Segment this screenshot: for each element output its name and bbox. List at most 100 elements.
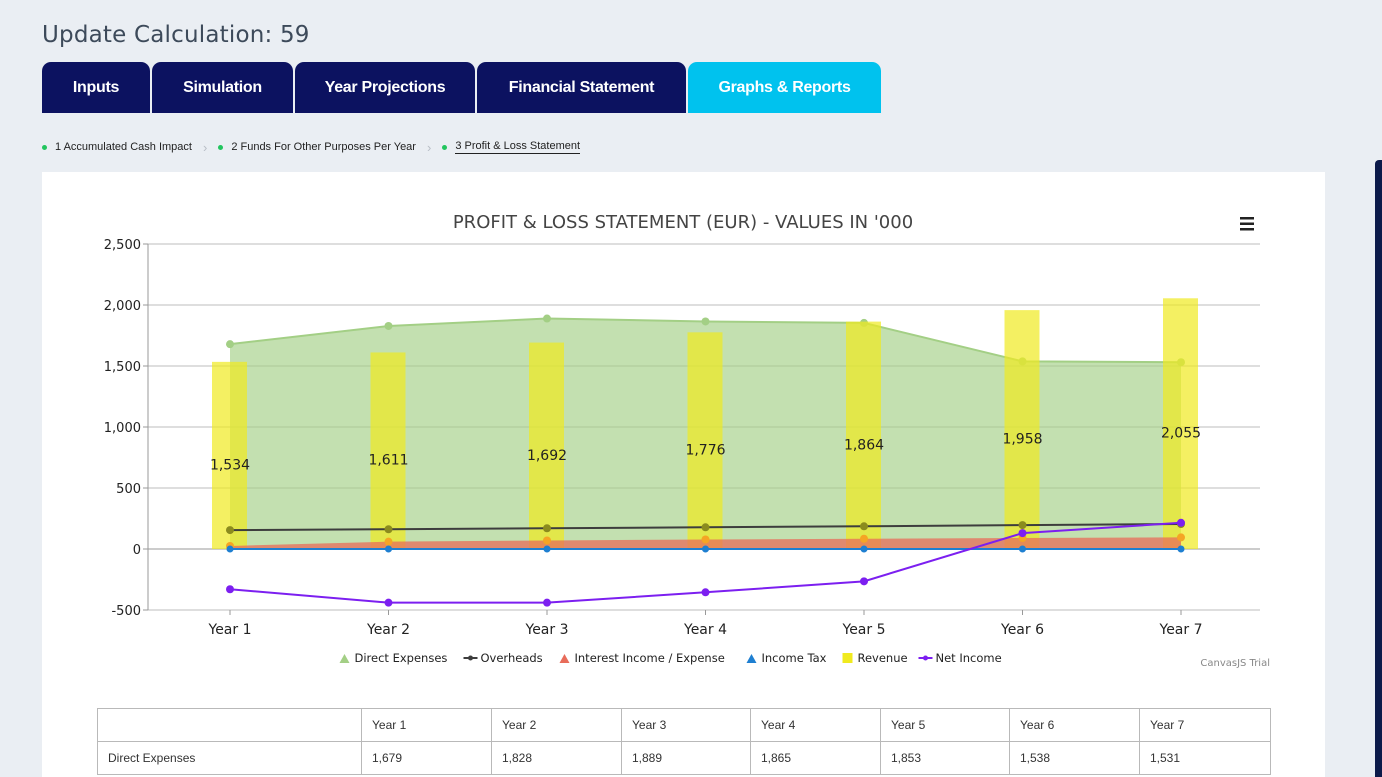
breadcrumb-accumulated-cash-impact[interactable]: 1 Accumulated Cash Impact [42, 138, 192, 156]
net-income-point [1018, 529, 1027, 538]
interest-point [860, 534, 868, 543]
legend-label-direct-expenses: Direct Expenses [355, 651, 448, 665]
table-cell: 1,889 [621, 741, 751, 775]
status-dot-icon [218, 144, 224, 150]
table-row: Direct Expenses 1,679 1,828 1,889 1,865 … [97, 741, 1271, 775]
revenue-data-label: 1,864 [844, 437, 884, 453]
tab-simulation[interactable]: Simulation [152, 62, 293, 113]
status-dot-icon [42, 144, 47, 150]
income-tax-point [543, 545, 551, 553]
net-income-point [1177, 518, 1185, 527]
overheads-point [384, 525, 393, 534]
revenue-data-label: 1,692 [527, 448, 567, 464]
y-tick-label: 1,500 [104, 360, 141, 375]
x-tick-label: Year 2 [366, 622, 410, 638]
net-income-point [860, 577, 868, 586]
chart-lines [226, 518, 1185, 607]
income-tax-point [226, 545, 234, 553]
chart-panel: 1,534 1,611 1,692 1,776 1,864 1,958 2,055 -500… [42, 172, 1325, 777]
overheads-point [226, 526, 234, 535]
chart-axes: -500 0 500 1,000 1,500 2,000 2,500 Year 1 Year 2… [104, 238, 1203, 638]
interest-point [701, 535, 710, 544]
revenue-bar [687, 332, 723, 549]
direct-expenses-point [543, 314, 551, 323]
net-income-point [543, 598, 551, 607]
interest-point [1177, 533, 1185, 542]
overheads-point [701, 523, 710, 532]
table-header-cell: Year 1 [361, 708, 492, 742]
overheads-point [543, 524, 551, 533]
revenue-data-label: 1,611 [368, 453, 408, 469]
legend-label-income-tax: Income Tax [762, 651, 827, 665]
hamburger-menu-icon[interactable] [1240, 217, 1254, 231]
table-cell: 1,538 [1009, 741, 1140, 775]
net-income-point [701, 588, 710, 597]
table-cell: 1,531 [1139, 741, 1271, 775]
table-cell: 1,828 [491, 741, 622, 775]
table-header-cell: Year 6 [1009, 708, 1140, 742]
vertical-scrollbar[interactable] [1375, 160, 1382, 777]
breadcrumb-label: 3 Profit & Loss Statement [455, 140, 581, 154]
legend-marker-direct-expenses [339, 654, 350, 663]
tab-financial-statement[interactable]: Financial Statement [477, 62, 686, 113]
y-tick-label: 2,500 [104, 238, 141, 253]
legend-label-interest-income-expense: Interest Income / Expense [575, 651, 725, 665]
revenue-data-label: 1,958 [1002, 432, 1042, 448]
legend-marker-dot [468, 655, 473, 661]
legend-label-revenue: Revenue [858, 651, 908, 665]
y-tick-label: 0 [133, 543, 141, 558]
revenue-bar [846, 321, 881, 549]
revenue-bar [529, 342, 564, 549]
income-tax-point [1019, 545, 1026, 553]
revenue-bar [212, 361, 247, 549]
table-cell: 1,853 [880, 741, 1010, 775]
x-tick-label: Year 4 [683, 622, 727, 638]
profit-loss-chart: 1,534 1,611 1,692 1,776 1,864 1,958 2,055 -500… [104, 212, 1270, 669]
tab-year-projections[interactable]: Year Projections [295, 62, 475, 113]
chevron-right-icon: › [426, 139, 432, 155]
income-tax-point [702, 545, 709, 553]
chart-legend: Direct Expenses Overheads Interest Income … [339, 651, 1002, 665]
x-tick-label: Year 3 [525, 622, 569, 638]
net-income-point [384, 598, 393, 607]
revenue-bar [1004, 310, 1040, 549]
table-header-cell: Year 7 [1139, 708, 1271, 742]
revenue-bar [370, 352, 406, 549]
x-tick-label: Year 5 [842, 622, 886, 638]
chart-title: PROFIT & LOSS STATEMENT (EUR) - VALUES I… [453, 212, 913, 233]
y-tick-label: 500 [116, 482, 141, 497]
overheads-point [860, 522, 868, 531]
tab-inputs[interactable]: Inputs [42, 62, 150, 113]
x-tick-label: Year 6 [1000, 622, 1044, 638]
income-tax-point [385, 545, 392, 553]
net-income-point [226, 585, 234, 594]
breadcrumb: 1 Accumulated Cash Impact › 2 Funds For … [42, 138, 581, 156]
breadcrumb-profit-loss[interactable]: 3 Profit & Loss Statement [442, 138, 581, 156]
direct-expenses-point [226, 340, 234, 349]
interest-point [543, 536, 551, 545]
income-tax-point [860, 545, 868, 553]
table-header-cell: Year 4 [750, 708, 881, 742]
chart-data-labels: 1,534 1,611 1,692 1,776 1,864 1,958 2,055 [210, 426, 1201, 474]
tab-graphs-reports[interactable]: Graphs & Reports [688, 62, 881, 113]
breadcrumb-funds-other-purposes[interactable]: 2 Funds For Other Purposes Per Year [218, 138, 416, 156]
revenue-data-label: 1,534 [210, 457, 250, 473]
table-header-cell: Year 3 [621, 708, 751, 742]
legend-label-overheads: Overheads [481, 651, 543, 665]
legend-marker-interest-income-expense [559, 654, 570, 663]
table-header-cell: Year 2 [491, 708, 622, 742]
data-table: Year 1 Year 2 Year 3 Year 4 Year 5 Year … [97, 708, 1271, 775]
table-header-row: Year 1 Year 2 Year 3 Year 4 Year 5 Year … [97, 708, 1271, 742]
y-tick-label: 1,000 [104, 421, 141, 436]
income-tax-point [1177, 545, 1185, 553]
overheads-point [1018, 521, 1027, 530]
x-tick-label: Year 1 [208, 622, 252, 638]
x-tick-label: Year 7 [1159, 622, 1203, 638]
interest-point [384, 537, 393, 546]
revenue-bar [1163, 298, 1198, 549]
breadcrumb-label: 1 Accumulated Cash Impact [55, 141, 192, 153]
canvasjs-watermark: CanvasJS Trial [1200, 658, 1270, 669]
legend-marker-income-tax [746, 654, 757, 663]
y-tick-label: 2,000 [104, 299, 141, 314]
table-cell: 1,679 [361, 741, 492, 775]
